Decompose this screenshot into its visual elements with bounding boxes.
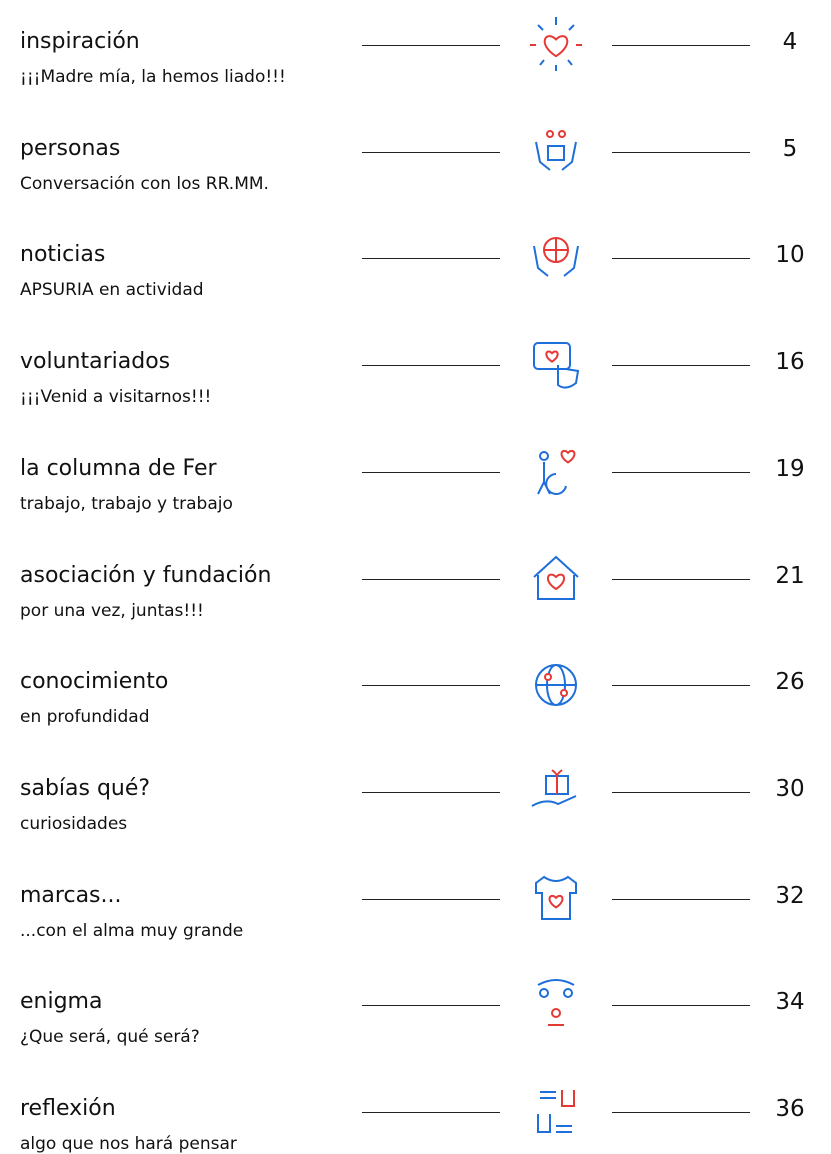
section-icon bbox=[526, 869, 586, 933]
divider-line bbox=[362, 1112, 500, 1113]
divider-line bbox=[612, 471, 750, 473]
divider-line bbox=[612, 578, 750, 580]
section-icon bbox=[526, 228, 586, 292]
section-icon bbox=[526, 1082, 586, 1146]
section-subtitle: APSURIA en actividad bbox=[20, 280, 204, 301]
page-number: 19 bbox=[775, 455, 805, 482]
page-number: 34 bbox=[775, 989, 805, 1016]
section-title: asociación y fundación bbox=[20, 562, 272, 588]
page-number: 32 bbox=[775, 882, 805, 909]
section-title: reflexión bbox=[20, 1096, 116, 1121]
section-title: personas bbox=[20, 135, 121, 161]
divider-line bbox=[362, 1005, 500, 1007]
page-number: 21 bbox=[775, 562, 805, 589]
divider-line bbox=[362, 365, 500, 367]
section-subtitle: ¡¡¡Madre mía, la hemos liado!!! bbox=[20, 67, 286, 87]
page-number: 26 bbox=[775, 669, 805, 696]
divider-line bbox=[612, 45, 750, 46]
icon bbox=[533, 342, 580, 389]
divider-line bbox=[362, 151, 500, 153]
section-icon bbox=[526, 335, 586, 399]
divider-line bbox=[362, 898, 500, 900]
divider-line bbox=[612, 1005, 750, 1007]
section-icon bbox=[526, 655, 586, 719]
section-icon bbox=[526, 975, 586, 1039]
page-number: 36 bbox=[775, 1096, 805, 1122]
section-title: marcas... bbox=[20, 882, 122, 908]
section-title: la columna de Fer bbox=[20, 455, 217, 481]
section-title: sabías qué? bbox=[20, 775, 151, 801]
section-title: conocimiento bbox=[20, 669, 169, 695]
section-title: enigma bbox=[20, 989, 103, 1015]
divider-line bbox=[612, 898, 750, 900]
divider-line bbox=[612, 258, 750, 260]
section-subtitle: ...con el alma muy grande bbox=[20, 920, 244, 941]
divider-line bbox=[612, 685, 750, 687]
section-subtitle: trabajo, trabajo y trabajo bbox=[20, 493, 233, 514]
divider-line bbox=[612, 791, 750, 793]
section-icon bbox=[526, 122, 586, 186]
section-title: inspiración bbox=[20, 29, 140, 54]
icon bbox=[533, 237, 579, 278]
section-title: noticias bbox=[20, 242, 106, 268]
icon bbox=[530, 17, 582, 71]
section-subtitle: curiosidades bbox=[20, 813, 128, 834]
section-subtitle: ¿Que será, qué será? bbox=[20, 1027, 200, 1048]
icon bbox=[537, 449, 576, 495]
icon bbox=[533, 555, 579, 600]
divider-line bbox=[362, 258, 500, 260]
section-subtitle: por una vez, juntas!!! bbox=[20, 600, 204, 621]
page-number: 16 bbox=[775, 349, 805, 376]
divider-line bbox=[612, 1112, 750, 1113]
section-icon bbox=[526, 442, 586, 506]
page-number: 4 bbox=[782, 29, 798, 55]
divider-line bbox=[362, 791, 500, 793]
divider-line bbox=[362, 45, 500, 46]
page-number: 5 bbox=[782, 135, 798, 162]
page-number: 10 bbox=[775, 242, 805, 269]
section-subtitle: ¡¡¡Venid a visitarnos!!! bbox=[20, 387, 212, 408]
divider-line bbox=[612, 365, 750, 367]
divider-line bbox=[612, 151, 750, 153]
divider-line bbox=[362, 471, 500, 473]
section-subtitle: Conversación con los RR.MM. bbox=[20, 173, 269, 194]
section-icon bbox=[526, 15, 586, 79]
section-icon bbox=[526, 549, 586, 613]
page-number: 30 bbox=[775, 775, 805, 802]
icon bbox=[537, 979, 575, 1027]
divider-line bbox=[362, 685, 500, 687]
section-subtitle: en profundidad bbox=[20, 707, 150, 728]
section-title: voluntariados bbox=[20, 349, 171, 375]
icon bbox=[535, 129, 577, 171]
section-subtitle: algo que nos hará pensar bbox=[20, 1134, 237, 1154]
icon bbox=[531, 769, 577, 807]
icon bbox=[535, 875, 577, 920]
icon bbox=[537, 1090, 575, 1133]
section-icon bbox=[526, 762, 586, 826]
divider-line bbox=[362, 578, 500, 580]
icon bbox=[535, 664, 577, 707]
